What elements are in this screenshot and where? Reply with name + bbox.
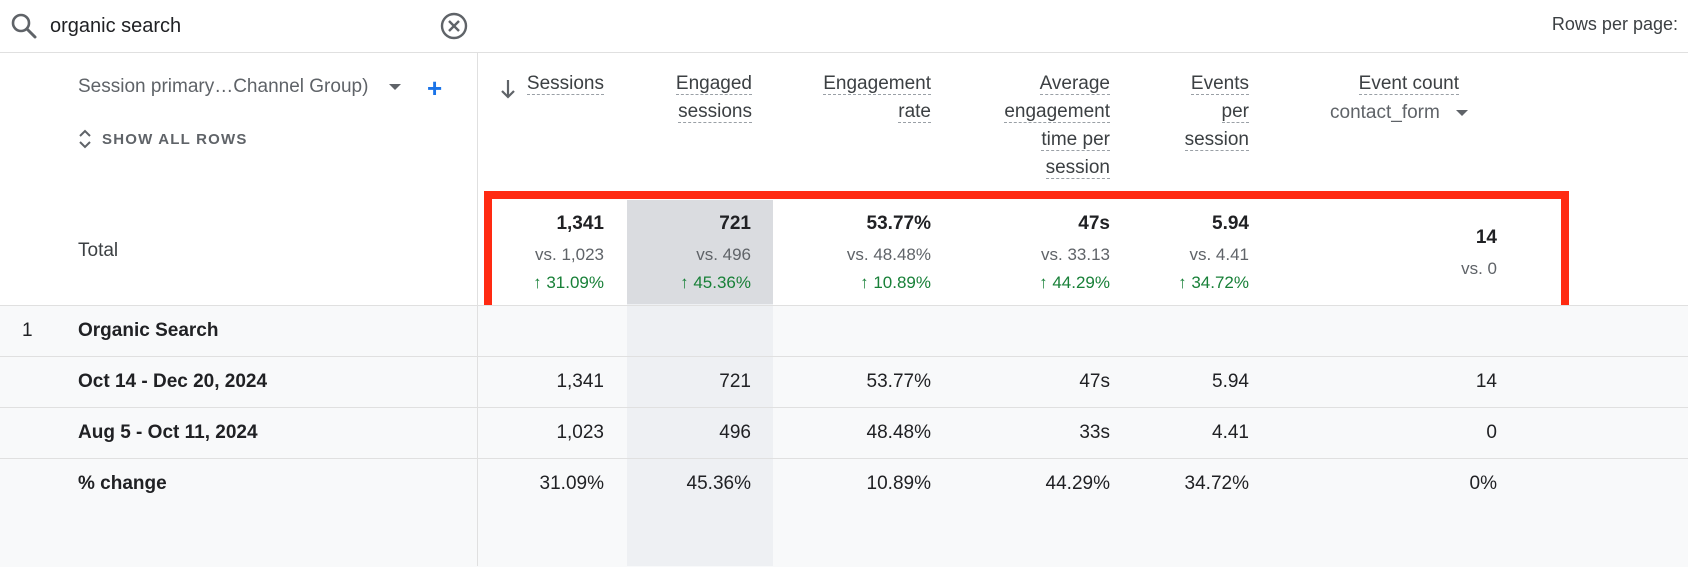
cell-engagement-rate: 53.77% xyxy=(866,371,931,392)
row-date-range-current: Oct 14 - Dec 20, 2024 xyxy=(78,371,268,392)
total-engagement-rate-value: 53.77% xyxy=(866,213,931,234)
table-row xyxy=(0,458,1688,567)
cell-avg-engagement-time: 44.29% xyxy=(1045,473,1110,494)
total-event-count-value: 14 xyxy=(1475,227,1497,248)
total-events-per-session-change: ↑ 34.72% xyxy=(1130,273,1249,293)
row-number: 1 xyxy=(22,320,33,341)
rows-per-page-label: Rows per page: xyxy=(1551,14,1678,34)
table-row xyxy=(0,305,1688,356)
total-sessions-value: 1,341 xyxy=(556,213,604,234)
column-header-line: Engaged xyxy=(675,73,752,95)
cell-engagement-rate: 48.48% xyxy=(866,422,931,443)
total-avg-engagement-time-change-value: 44.29% xyxy=(1052,273,1110,292)
column-header-line: Average xyxy=(1039,73,1110,95)
expand-collapse-icon xyxy=(79,129,91,149)
total-sessions-change-value: 31.09% xyxy=(546,273,604,292)
total-sessions-vs: vs. 1,023 xyxy=(535,245,604,264)
selected-column-background xyxy=(627,306,773,566)
chevron-down-icon xyxy=(1455,110,1468,116)
show-all-rows-button[interactable]: SHOW ALL ROWS xyxy=(78,128,248,150)
total-engaged-sessions-change: ↑ 45.36% xyxy=(627,273,751,293)
cell-engaged-sessions: 496 xyxy=(719,422,751,443)
cell-event-count: 0% xyxy=(1469,473,1497,494)
row-divider xyxy=(0,407,1688,408)
cell-event-count: 14 xyxy=(1475,371,1497,392)
column-header-line: session xyxy=(1045,157,1110,179)
chevron-down-icon[interactable] xyxy=(389,84,401,90)
cell-avg-engagement-time: 47s xyxy=(1079,371,1110,392)
total-engaged-sessions-value: 721 xyxy=(719,213,751,234)
cell-events-per-session: 4.41 xyxy=(1212,422,1249,443)
table-row xyxy=(0,407,1688,458)
column-header-line: Engagement xyxy=(823,73,931,95)
row-divider xyxy=(0,458,1688,459)
column-header-line: rate xyxy=(898,101,931,123)
column-header-line: session xyxy=(1184,129,1249,151)
cell-engaged-sessions: 721 xyxy=(719,371,751,392)
add-dimension-icon[interactable]: + xyxy=(427,73,443,103)
row-date-range-previous: Aug 5 - Oct 11, 2024 xyxy=(78,422,258,443)
search-icon xyxy=(10,12,38,45)
event-filter-value: contact_form xyxy=(1330,102,1440,123)
cell-sessions: 1,341 xyxy=(556,371,604,392)
dimension-selector[interactable]: Session primary…Channel Group) xyxy=(78,76,369,97)
total-avg-engagement-time-vs: vs. 33.13 xyxy=(1041,245,1110,264)
row-dimension-value: Organic Search xyxy=(78,320,219,341)
column-header-sessions[interactable]: Sessions xyxy=(500,70,604,98)
show-all-rows-label: SHOW ALL ROWS xyxy=(102,130,248,148)
cell-sessions: 31.09% xyxy=(539,473,604,494)
total-engaged-sessions-vs: vs. 496 xyxy=(696,245,751,264)
row-percent-change: % change xyxy=(78,473,167,494)
arrow-up-icon: ↑ xyxy=(533,273,547,292)
column-header-line: time per xyxy=(1041,129,1110,151)
sort-descending-icon[interactable] xyxy=(500,78,516,105)
total-engagement-rate-change: ↑ 10.89% xyxy=(780,273,931,293)
arrow-up-icon: ↑ xyxy=(1178,273,1192,292)
column-header-event-count[interactable]: Event count xyxy=(1300,70,1459,98)
arrow-up-icon: ↑ xyxy=(860,273,874,292)
total-events-per-session-value: 5.94 xyxy=(1212,213,1249,234)
total-row-label: Total xyxy=(78,240,119,261)
event-filter-select[interactable]: contact_form xyxy=(1330,102,1468,124)
cell-events-per-session: 5.94 xyxy=(1212,371,1249,392)
cell-event-count: 0 xyxy=(1486,422,1497,443)
arrow-up-icon: ↑ xyxy=(1039,273,1053,292)
clear-search-icon[interactable] xyxy=(440,12,468,45)
total-events-per-session-vs: vs. 4.41 xyxy=(1189,245,1249,264)
column-header-line: per xyxy=(1221,101,1249,123)
total-avg-engagement-time-change: ↑ 44.29% xyxy=(960,273,1110,293)
row-divider xyxy=(0,356,1688,357)
total-sessions-change: ↑ 31.09% xyxy=(500,273,604,293)
column-header-line: sessions xyxy=(678,101,752,123)
total-event-count-vs: vs. 0 xyxy=(1461,259,1497,278)
column-header-line: Event count xyxy=(1358,73,1459,95)
arrow-up-icon: ↑ xyxy=(680,273,694,292)
cell-engaged-sessions: 45.36% xyxy=(686,473,751,494)
cell-engagement-rate: 10.89% xyxy=(866,473,931,494)
total-engagement-rate-change-value: 10.89% xyxy=(873,273,931,292)
total-avg-engagement-time-value: 47s xyxy=(1078,213,1110,234)
column-divider xyxy=(477,305,478,566)
search-input[interactable] xyxy=(50,10,430,42)
column-header-line: Events xyxy=(1190,73,1249,95)
column-header-events-per-session[interactable]: Events per session xyxy=(1130,70,1249,154)
table-toolbar xyxy=(0,0,1688,53)
cell-events-per-session: 34.72% xyxy=(1184,473,1249,494)
total-engagement-rate-vs: vs. 48.48% xyxy=(846,245,931,264)
column-header-line: Sessions xyxy=(526,73,604,95)
column-header-engagement-rate[interactable]: Engagement rate xyxy=(780,70,931,126)
column-header-line: engagement xyxy=(1004,101,1110,123)
selected-column-total-background xyxy=(627,200,773,304)
cell-sessions: 1,023 xyxy=(556,422,604,443)
highlight-annotation-box xyxy=(484,191,1569,318)
total-engaged-sessions-change-value: 45.36% xyxy=(693,273,751,292)
column-header-average-engagement-time[interactable]: Average engagement time per session xyxy=(960,70,1110,182)
column-header-engaged-sessions[interactable]: Engaged sessions xyxy=(627,70,752,126)
total-events-per-session-change-value: 34.72% xyxy=(1191,273,1249,292)
cell-avg-engagement-time: 33s xyxy=(1079,422,1110,443)
